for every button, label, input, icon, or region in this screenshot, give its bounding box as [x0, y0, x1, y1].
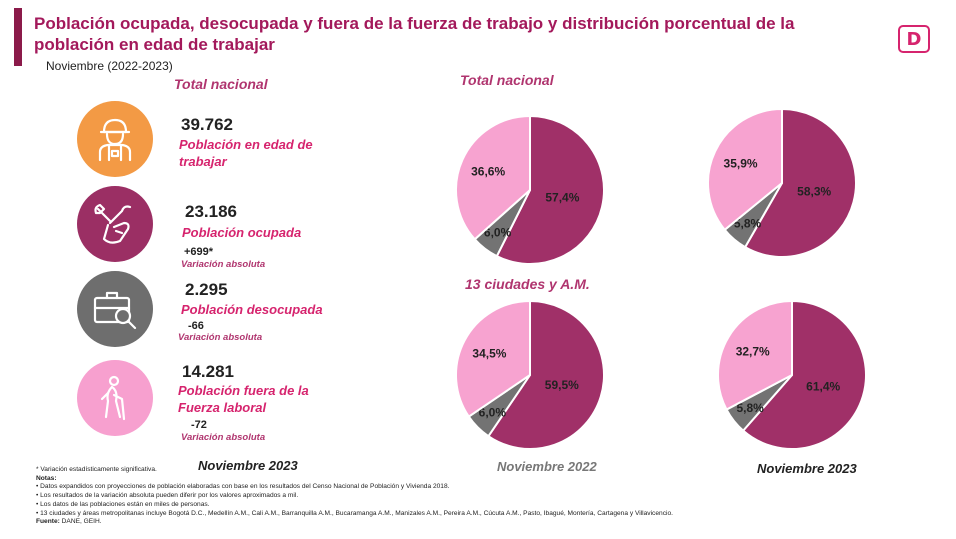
pie-label-fuera: 32,7% [736, 344, 770, 358]
variation-fuera: -72 [191, 419, 207, 431]
variation-ocupada: +699* [184, 246, 214, 258]
variation-label-desocupada: Variación absoluta [178, 332, 263, 343]
pie-label-desocupada: 5,8% [734, 217, 762, 231]
notes-heading: Notas [36, 474, 55, 482]
label-poblacion-desocupada: Población desocupada [181, 302, 323, 317]
page-title: Población ocupada, desocupada y fuera de… [34, 14, 795, 54]
accent-bar [14, 8, 22, 66]
pie-slice-ocupada [741, 299, 867, 450]
left-heading: Total nacional [174, 76, 268, 92]
elderly-person-icon [77, 360, 153, 436]
label-poblacion-fuera: Población fuera de la Fuerza laboral [178, 383, 309, 415]
pie-slice-fuera [455, 299, 531, 418]
pie-label-ocupada: 59,5% [545, 378, 579, 392]
variation-label-ocupada: Variación absoluta [181, 259, 266, 270]
pie-label-ocupada: 61,4% [806, 380, 840, 394]
source-text: DANE, GEIH. [61, 518, 102, 526]
pie-label-desocupada: 5,8% [737, 401, 765, 415]
logo-letter: D [906, 28, 922, 50]
pie-slice-fuera [717, 299, 793, 411]
notes: * Variación estadísticamente significati… [36, 466, 836, 527]
label-poblacion-edad-trabajar: Población en edad de trabajar [179, 137, 313, 169]
pie-chart-13c-2022: 59,5% 6,0% 34,5% [455, 299, 605, 450]
note-line: • Datos expandidos con proyecciones de p… [36, 483, 450, 491]
briefcase-search-icon [77, 271, 153, 347]
pie-label-desocupada: 6,0% [484, 225, 512, 239]
significance-note: * Variación estadísticamente significati… [36, 466, 157, 473]
pie-slice-fuera [455, 114, 531, 241]
source-label: Fuente: [36, 518, 60, 526]
left-footer-date: Noviembre 2023 [198, 458, 298, 473]
value-poblacion-ocupada: 23.186 [185, 202, 237, 221]
pie-chart-total-2023: 58,3% 5,8% 35,9% [707, 107, 857, 258]
note-line: • Los datos de las poblaciones están en … [36, 500, 210, 508]
pie-chart-13c-2023: 61,4% 5,8% 32,7% [717, 299, 867, 450]
variation-desocupada: -66 [188, 320, 204, 332]
label-poblacion-ocupada: Población ocupada [182, 225, 302, 240]
pie-slice-fuera [707, 107, 783, 232]
tools-icon [77, 186, 153, 262]
pie-label-fuera: 34,5% [472, 347, 506, 361]
pie-slice-ocupada [743, 107, 857, 258]
pie-label-desocupada: 6,0% [479, 406, 507, 420]
variation-label-fuera: Variación absoluta [181, 432, 266, 443]
page-subtitle: Noviembre (2022-2023) [46, 59, 173, 73]
date-2023: Noviembre 2023 [757, 461, 857, 476]
heading-total-nacional: Total nacional [460, 72, 554, 88]
pie-label-fuera: 35,9% [724, 156, 758, 170]
pie-label-ocupada: 58,3% [797, 185, 831, 199]
note-line: • Los resultados de la variación absolut… [36, 492, 299, 500]
dane-logo: D [898, 25, 930, 53]
note-line: • 13 ciudades y áreas metropolitanas inc… [36, 509, 673, 517]
pie-slice-ocupada [487, 299, 605, 450]
value-poblacion-edad-trabajar: 39.762 [181, 115, 233, 134]
pie-label-fuera: 36,6% [471, 164, 505, 178]
heading-13-ciudades: 13 ciudades y A.M. [465, 276, 590, 292]
value-poblacion-desocupada: 2.295 [185, 280, 228, 299]
value-poblacion-fuera: 14.281 [182, 362, 234, 381]
pie-label-ocupada: 57,4% [545, 191, 579, 205]
pie-slice-ocupada [495, 114, 605, 265]
date-2022: Noviembre 2022 [497, 459, 597, 474]
pie-chart-total-2022: 57,4% 6,0% 36,6% [455, 114, 605, 265]
worker-icon [77, 101, 153, 177]
